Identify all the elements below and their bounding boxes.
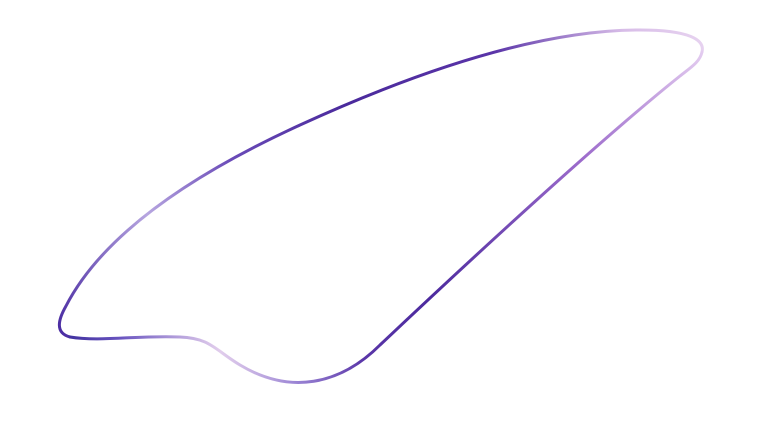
shape-upper-edge — [57, 28, 704, 339]
shape-lower-edge — [68, 50, 704, 384]
